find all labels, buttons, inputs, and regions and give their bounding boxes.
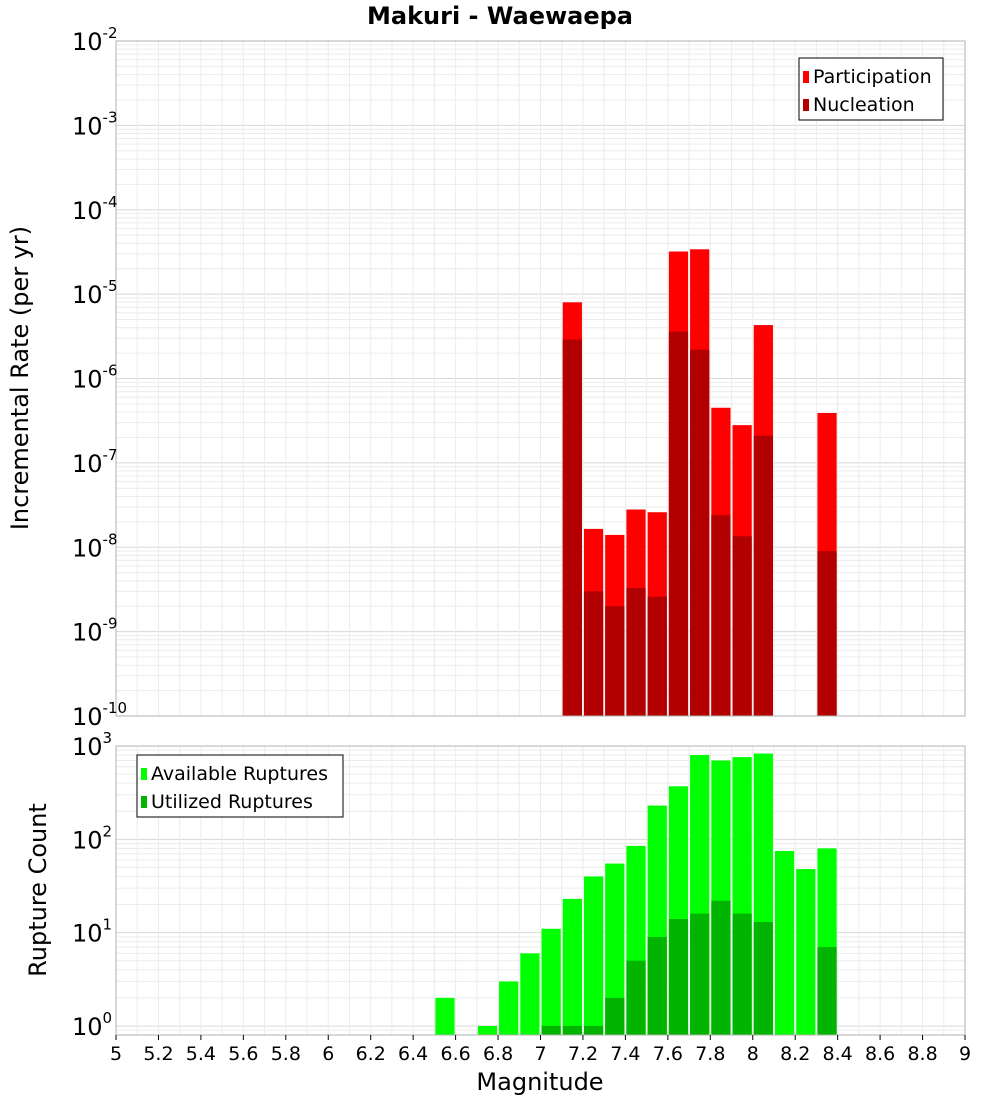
bottom-bar-utilized-ruptures (605, 997, 625, 1035)
bottom-bar-utilized-ruptures (711, 900, 731, 1035)
top-y-tick-label: 10-9 (72, 615, 118, 647)
bottom-bar-available-ruptures (541, 928, 561, 1035)
top-bar-nucleation (626, 587, 646, 716)
bottom-y-tick-label: 100 (72, 1009, 112, 1041)
top-bar-nucleation (583, 591, 604, 716)
bottom-bar-utilized-ruptures (753, 922, 773, 1035)
bottom-legend-swatch (141, 796, 147, 808)
top-y-tick-label: 10-6 (72, 362, 118, 394)
top-y-tick-label: 10-4 (72, 193, 118, 225)
top-y-tick-label: 10-2 (72, 24, 118, 56)
x-tick-label: 7.4 (610, 1043, 640, 1065)
top-bar-nucleation (753, 435, 773, 716)
top-y-tick-label: 10-7 (72, 446, 118, 478)
bottom-bar-utilized-ruptures (626, 960, 646, 1035)
bottom-bar-utilized-ruptures (690, 913, 710, 1035)
top-bar-nucleation (817, 551, 837, 716)
top-y-tick-label: 10-5 (72, 277, 118, 309)
bottom-bar-utilized-ruptures (541, 1025, 561, 1035)
bottom-bar-available-ruptures (796, 869, 816, 1035)
bottom-bar-available-ruptures (605, 863, 625, 1035)
x-tick-label: 8.4 (823, 1043, 853, 1065)
top-bar-nucleation (562, 339, 582, 716)
x-tick-label: 7 (534, 1043, 546, 1065)
bottom-bar-utilized-ruptures (668, 919, 689, 1035)
x-tick-label: 8.8 (907, 1043, 937, 1065)
bottom-bar-available-ruptures (583, 876, 604, 1035)
x-axis-label: Magnitude (476, 1068, 603, 1096)
x-tick-label: 5.6 (228, 1043, 258, 1065)
top-y-tick-label: 10-8 (72, 530, 118, 562)
bottom-legend: Available Ruptures Utilized Ruptures (136, 754, 344, 818)
top-bar-nucleation (605, 606, 625, 716)
bottom-legend-label: Utilized Ruptures (151, 791, 313, 813)
x-tick-label: 6.8 (483, 1043, 513, 1065)
x-tick-label: 6.2 (356, 1043, 386, 1065)
top-y-tick-label: 10-3 (72, 108, 118, 140)
x-tick-label: 6.6 (440, 1043, 470, 1065)
top-legend-swatch (803, 71, 809, 83)
bottom-legend-swatch (141, 768, 147, 780)
bottom-bar-available-ruptures (435, 997, 455, 1035)
chart-title: Makuri - Waewaepa (367, 2, 633, 30)
x-tick-label: 5.4 (186, 1043, 216, 1065)
top-series-1 (562, 331, 837, 716)
bottom-bar-utilized-ruptures (817, 947, 837, 1035)
top-legend: Participation Nucleation (798, 57, 944, 121)
top-legend-box (798, 57, 944, 121)
x-tick-label: 5.8 (271, 1043, 301, 1065)
bottom-bar-available-ruptures (520, 953, 540, 1035)
top-bar-nucleation (711, 515, 731, 716)
top-plot-frame (115, 40, 966, 717)
top-bar-nucleation (668, 331, 689, 716)
x-tick-label: 8 (747, 1043, 759, 1065)
top-panel: 10-2 10-3 10-4 10-5 10-6 10-7 10-8 10-9 10-10 Par… (72, 24, 966, 731)
bottom-series-1 (541, 900, 837, 1035)
top-legend-swatch (803, 99, 809, 111)
bottom-legend-box (136, 754, 344, 818)
bottom-bar-utilized-ruptures (562, 1025, 582, 1035)
x-tick-label: 7.8 (695, 1043, 725, 1065)
bottom-y-axis-label: Rupture Count (24, 803, 52, 977)
x-tick-label: 5 (110, 1043, 122, 1065)
x-tick-label: 7.2 (568, 1043, 598, 1065)
x-tick-label: 6 (322, 1043, 334, 1065)
x-tick-label: 8.2 (780, 1043, 810, 1065)
top-bar-nucleation (732, 536, 752, 716)
top-grid (115, 40, 966, 717)
bottom-bar-utilized-ruptures (732, 913, 752, 1035)
top-y-axis-label: Incremental Rate (per yr) (6, 226, 34, 530)
bottom-panel: 103 102 101 100 Available Ruptures Utilized R… (72, 729, 966, 1041)
bottom-y-tick-label: 102 (72, 822, 112, 854)
x-tick-label: 6.4 (398, 1043, 428, 1065)
top-legend-label: Nucleation (813, 94, 915, 116)
x-tick-label: 8.6 (865, 1043, 895, 1065)
bottom-bar-utilized-ruptures (583, 1025, 604, 1035)
top-bar-nucleation (647, 596, 667, 716)
bottom-bar-available-ruptures (477, 1025, 498, 1035)
top-legend-label: Participation (813, 66, 932, 88)
bottom-bar-available-ruptures (499, 981, 519, 1035)
x-axis-ticks: 5 5.2 5.4 5.6 5.8 6 6.2 6.4 6.6 6.8 7 7.2 7.4 7.6 7.8 8… (110, 1035, 971, 1065)
x-tick-label: 7.6 (653, 1043, 683, 1065)
x-tick-label: 9 (959, 1043, 971, 1065)
top-y-tick-label: 10-10 (72, 699, 127, 731)
bottom-bar-available-ruptures (562, 898, 582, 1035)
bottom-bar-available-ruptures (774, 850, 795, 1035)
top-bar-nucleation (690, 349, 710, 716)
bottom-bar-utilized-ruptures (647, 936, 667, 1035)
bottom-legend-label: Available Ruptures (151, 763, 328, 785)
x-tick-label: 5.2 (143, 1043, 173, 1065)
bottom-y-tick-label: 103 (72, 729, 112, 761)
bottom-y-tick-label: 101 (72, 916, 112, 948)
